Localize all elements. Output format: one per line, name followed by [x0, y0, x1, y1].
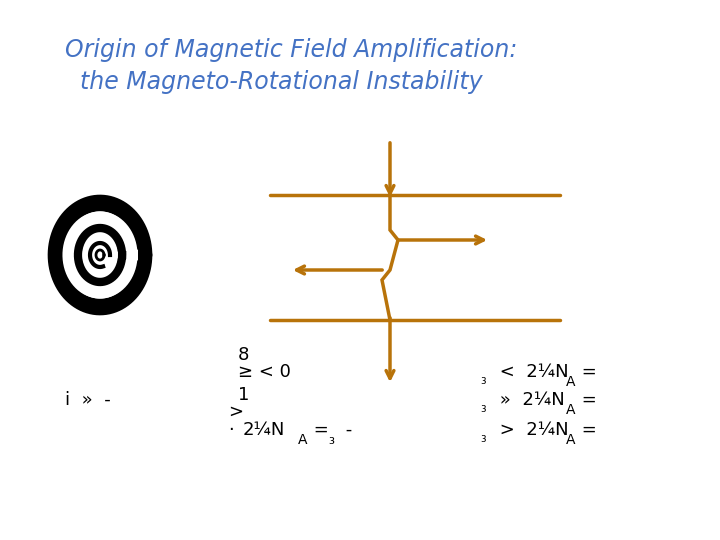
Text: the Magneto-Rotational Instability: the Magneto-Rotational Instability	[65, 70, 482, 94]
Text: -: -	[340, 421, 352, 439]
Text: ₃: ₃	[480, 373, 485, 387]
Text: A: A	[298, 433, 307, 447]
Text: =: =	[308, 421, 329, 439]
Text: ₃: ₃	[480, 401, 485, 415]
Text: ≥ < 0: ≥ < 0	[238, 363, 291, 381]
Text: A: A	[566, 433, 575, 447]
Text: >: >	[228, 403, 243, 421]
Text: 1: 1	[238, 386, 249, 404]
Text: »  2¼N: » 2¼N	[494, 391, 564, 409]
Text: 8: 8	[238, 346, 249, 364]
Text: <  2¼N: < 2¼N	[494, 363, 569, 381]
Text: =: =	[576, 391, 597, 409]
Text: >  2¼N: > 2¼N	[494, 421, 569, 439]
Text: i  »  -: i » -	[65, 391, 111, 409]
Text: A: A	[566, 375, 575, 389]
Text: ₃: ₃	[480, 431, 485, 445]
Text: =: =	[576, 363, 597, 381]
Text: Origin of Magnetic Field Amplification:: Origin of Magnetic Field Amplification:	[65, 38, 518, 62]
Text: =: =	[576, 421, 597, 439]
Text: ₃: ₃	[328, 433, 334, 448]
Text: A: A	[566, 403, 575, 417]
Text: 2¼N: 2¼N	[243, 421, 285, 439]
Text: ·: ·	[228, 421, 234, 439]
